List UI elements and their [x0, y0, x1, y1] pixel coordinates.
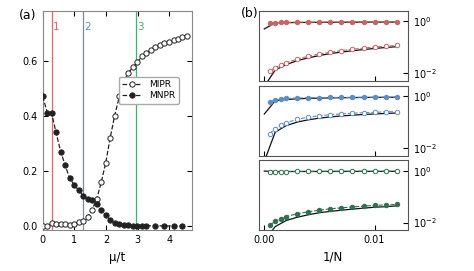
MIPR [130, 66, 136, 69]
MIPR [166, 40, 172, 43]
MIPR [144, 51, 149, 54]
MIPR [117, 95, 122, 98]
MNPR [45, 111, 50, 115]
MIPR [71, 223, 77, 226]
MNPR [67, 176, 73, 179]
Line: MNPR: MNPR [40, 94, 185, 228]
MNPR [99, 208, 104, 211]
MNPR [107, 218, 113, 222]
MNPR [94, 202, 100, 206]
MIPR [139, 55, 145, 58]
MIPR [58, 223, 64, 226]
MNPR [126, 224, 131, 227]
Text: 1: 1 [53, 22, 59, 32]
MIPR [45, 224, 50, 228]
MIPR [53, 222, 59, 226]
MNPR [103, 214, 109, 217]
X-axis label: μ/t: μ/t [109, 251, 125, 264]
MNPR [85, 197, 91, 200]
MIPR [148, 49, 154, 52]
MIPR [135, 60, 140, 63]
MNPR [153, 224, 158, 227]
MIPR [175, 37, 181, 40]
MNPR [53, 131, 59, 134]
MNPR [144, 224, 149, 227]
MNPR [40, 95, 46, 98]
MIPR [62, 223, 68, 226]
MNPR [162, 224, 167, 228]
MIPR [162, 42, 167, 45]
MNPR [112, 221, 118, 224]
MIPR [126, 71, 131, 75]
MNPR [121, 224, 127, 227]
MIPR [184, 34, 190, 38]
MIPR [103, 161, 109, 164]
MIPR [157, 44, 163, 47]
MIPR [99, 180, 104, 184]
MNPR [130, 224, 136, 227]
Text: 2: 2 [84, 22, 91, 32]
MIPR [180, 36, 185, 39]
MIPR [67, 223, 73, 226]
MIPR [81, 219, 86, 222]
MNPR [135, 224, 140, 227]
MIPR [76, 220, 82, 224]
MIPR [85, 215, 91, 218]
MNPR [58, 150, 64, 153]
MNPR [139, 224, 145, 227]
Text: (a): (a) [19, 9, 36, 22]
X-axis label: 1/N: 1/N [323, 251, 343, 264]
MIPR [107, 136, 113, 140]
Text: (b): (b) [241, 7, 258, 20]
MNPR [180, 224, 185, 228]
MNPR [117, 223, 122, 226]
MIPR [153, 46, 158, 49]
Line: MIPR: MIPR [40, 33, 190, 228]
MNPR [81, 194, 86, 198]
MNPR [76, 189, 82, 192]
MIPR [40, 224, 46, 228]
MIPR [94, 197, 100, 200]
MIPR [49, 222, 55, 225]
MIPR [112, 114, 118, 117]
Legend: MIPR, MNPR: MIPR, MNPR [118, 77, 179, 104]
MNPR [171, 224, 176, 228]
MIPR [171, 39, 176, 42]
MNPR [62, 164, 68, 167]
MNPR [89, 198, 95, 202]
MIPR [121, 80, 127, 83]
Text: 3: 3 [137, 22, 144, 32]
MIPR [89, 208, 95, 211]
MNPR [71, 183, 77, 186]
MNPR [49, 111, 55, 115]
